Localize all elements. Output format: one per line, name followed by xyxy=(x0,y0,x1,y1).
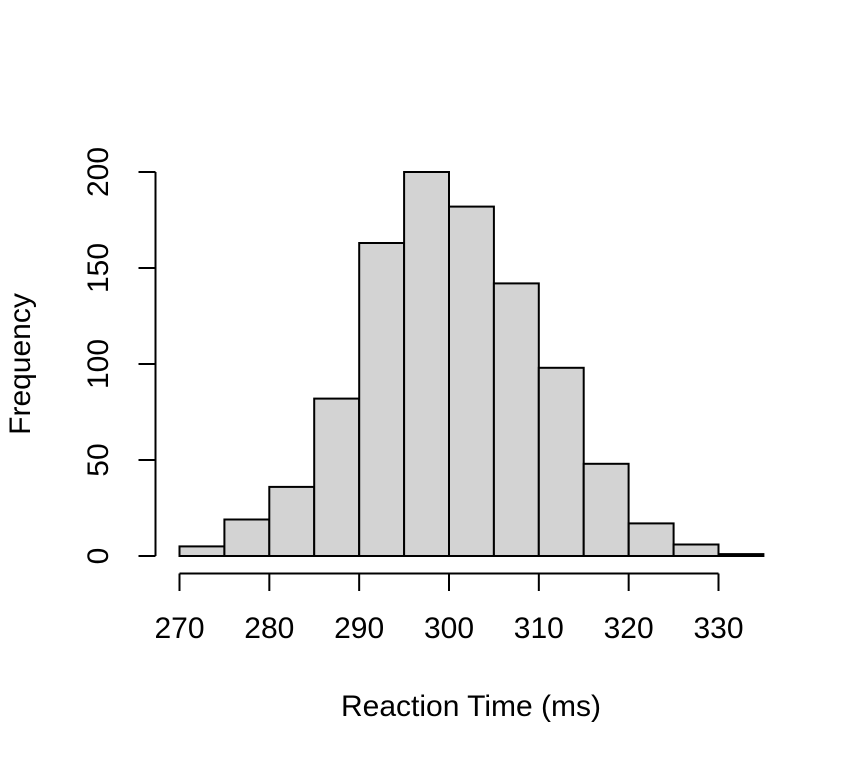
histogram-bar xyxy=(537,366,585,557)
x-tick-label: 280 xyxy=(244,612,294,645)
y-tick-label: 200 xyxy=(82,147,115,197)
histogram-bar xyxy=(178,545,226,558)
histogram-bar xyxy=(313,397,361,557)
x-axis-title: Reaction Time (ms) xyxy=(341,690,601,723)
histogram-bar xyxy=(268,485,316,557)
histogram-bar xyxy=(403,171,451,557)
histogram-bar xyxy=(358,242,406,557)
histogram-bar xyxy=(582,462,630,557)
x-tick-label: 310 xyxy=(514,612,564,645)
histogram-bar xyxy=(223,518,271,557)
histogram-bar xyxy=(492,282,540,557)
y-axis-title: Frequency xyxy=(4,293,37,435)
x-tick-label: 270 xyxy=(154,612,204,645)
histogram-bar xyxy=(717,553,765,557)
x-tick-label: 330 xyxy=(693,612,743,645)
x-tick-label: 300 xyxy=(424,612,474,645)
y-tick-label: 150 xyxy=(82,243,115,293)
y-tick-label: 50 xyxy=(82,443,115,476)
x-tick-label: 290 xyxy=(334,612,384,645)
y-tick-label: 0 xyxy=(82,548,115,565)
bars-group xyxy=(178,171,765,558)
histogram-bar xyxy=(627,522,675,558)
x-tick-label: 320 xyxy=(604,612,654,645)
histogram-bar xyxy=(448,205,495,557)
axes-group: 0 50 100 150 200 270 280 290 300 310 320 330 xyxy=(82,147,744,645)
histogram-bar xyxy=(672,543,720,557)
y-tick-label: 100 xyxy=(82,339,115,389)
